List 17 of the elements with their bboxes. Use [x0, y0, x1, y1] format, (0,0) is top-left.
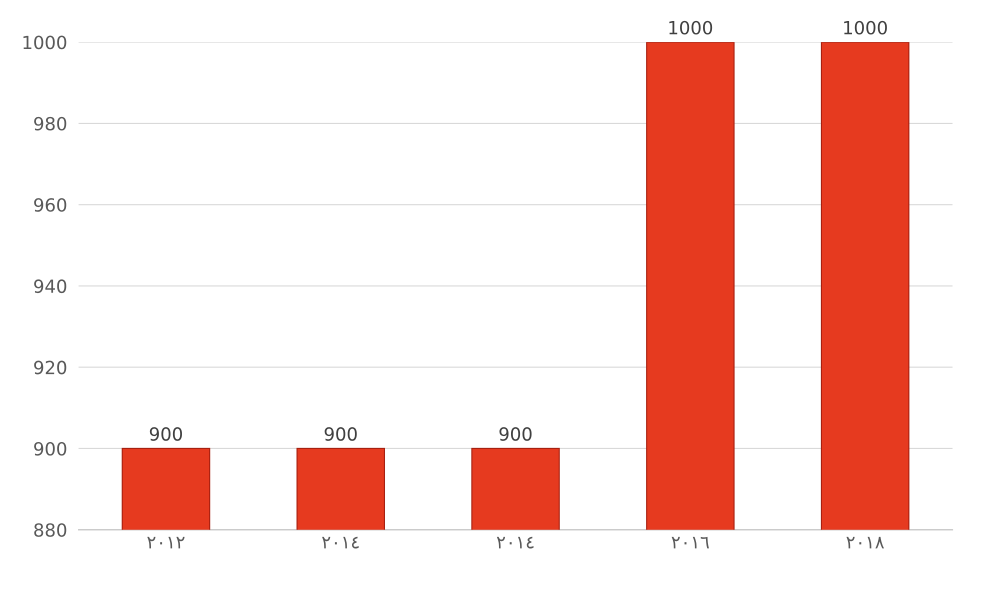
data-label: 900	[324, 427, 357, 441]
y-tick-label: 920	[34, 360, 66, 374]
y-tick-label: 960	[34, 198, 66, 212]
x-tick-label: ٢٠١٤	[322, 536, 359, 549]
data-label: 900	[499, 427, 532, 441]
data-label: 1000	[669, 20, 712, 34]
y-tick-label: 900	[34, 442, 66, 456]
y-tick-label: 980	[34, 116, 66, 131]
x-tick-label: ٢٠١٢	[147, 536, 185, 548]
data-label: 900	[150, 427, 182, 441]
x-tick-label: ٢٠١٨	[846, 536, 884, 548]
data-label: 1000	[844, 20, 887, 34]
x-tick-label: ٢٠١٤	[496, 536, 534, 549]
y-tick-label: 880	[34, 523, 66, 537]
y-tick-label: 1000	[23, 36, 66, 50]
y-tick-label: 940	[34, 279, 66, 294]
x-tick-label: ٢٠١٦	[672, 536, 709, 548]
